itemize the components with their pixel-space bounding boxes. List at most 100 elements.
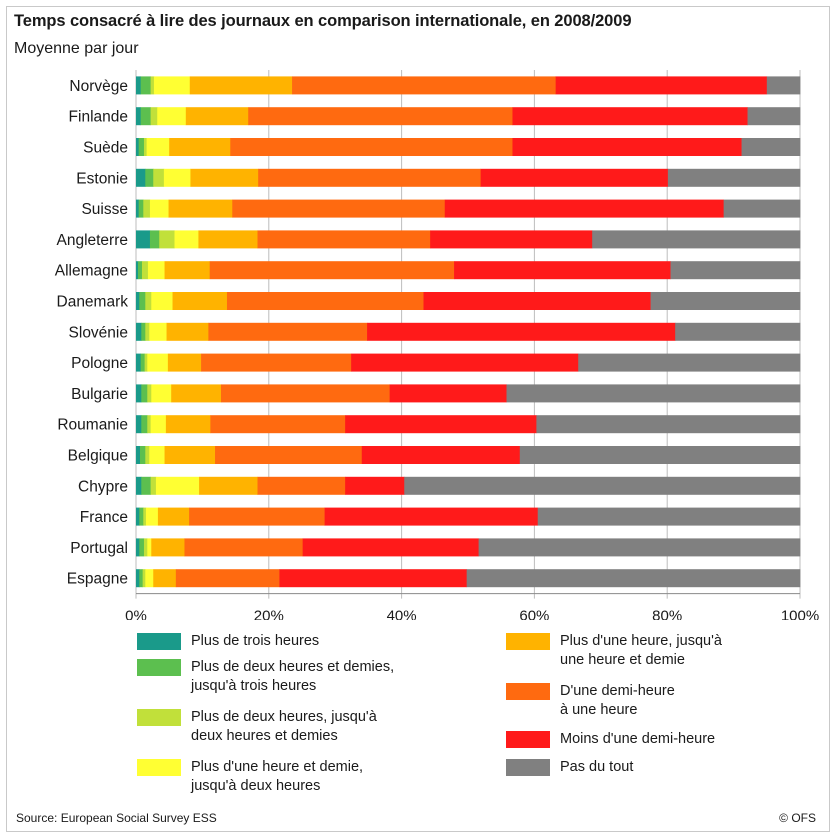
category-label: Angleterre [56,232,128,249]
bar-segment [136,168,146,187]
legend-item-deux-heures-a-deux-et-demie: Plus de deux heures, jusqu'à deux heures… [137,708,461,746]
category-label: Norvège [69,78,128,95]
bar-segment [155,476,200,495]
category-label: Allemagne [55,263,128,280]
bar-segment [220,384,390,403]
bar-segment [140,76,151,95]
bar-segment [248,107,513,126]
legend-swatch [506,759,550,776]
bar-segment [136,322,142,341]
bar-segment [201,353,352,372]
bar-segment [136,138,140,156]
bar-segment [149,230,160,249]
legend-item-heure-et-demie-a-deux: Plus d'une heure et demie, jusqu'à deux … [137,758,461,796]
bar-segment [578,353,801,372]
bar-segment [506,384,801,403]
bar-segment [136,384,142,403]
legend-swatch [506,633,550,650]
bar-segment [519,446,801,464]
bar-segment [149,446,165,464]
category-label: Belgique [68,448,128,465]
bar-segment [165,415,211,434]
bar-segment [145,569,154,588]
bar-segment [136,446,141,464]
bar-segment [345,476,405,495]
bar-segment [167,353,202,372]
category-label: Espagne [67,571,128,588]
source-note: Source: European Social Survey ESS [16,811,217,825]
bar-segment [146,138,170,156]
category-label: Suisse [81,201,128,218]
bar-segment [257,230,431,249]
bar-segment [345,415,537,434]
bar-segment [145,292,152,310]
bar-segment [149,322,167,341]
category-label: Portugal [70,540,128,557]
legend-item-pas-du-tout: Pas du tout [506,758,830,777]
bar-segment [136,107,141,126]
bar-segment [147,261,165,280]
legend-swatch [137,709,181,726]
bar-segment [230,138,513,156]
bar-segment [153,569,177,588]
bar-segment [215,446,363,464]
bar-segment [232,199,446,218]
chart-title: Temps consacré à lire des journaux en co… [14,12,632,30]
bar-segment [747,107,801,126]
bar-segment [189,76,293,95]
bar-segment [198,230,258,249]
bar-segment [143,199,151,218]
chart-subtitle: Moyenne par jour [14,40,139,57]
category-label: Pologne [71,355,128,372]
bar-segment [138,138,145,156]
bar-segment [143,507,147,526]
bar-segment [150,107,158,126]
bar-segment [153,168,165,187]
legend-label: Plus d'une heure, jusqu'à une heure et d… [560,633,722,668]
legend-item-deux-heures-et-demie-a-trois: Plus de deux heures et demies, jusqu'à t… [137,658,461,696]
bar-segment [171,384,222,403]
bar-segment [208,322,368,341]
x-tick-label: 20% [254,608,284,620]
x-tick-label: 60% [519,608,549,620]
legend-swatch [506,731,550,748]
bar-segment [163,168,191,187]
bar-segment [592,230,801,249]
bar-segment [189,507,325,526]
bar-segment [139,507,144,526]
bar-segment [480,168,669,187]
bar-segment [302,538,479,557]
bar-segment [184,538,304,557]
bar-segment [136,415,142,434]
bar-segment [136,261,139,280]
bar-segment [143,138,147,156]
bar-segment [140,107,151,126]
bar-segment [537,507,801,526]
bar-segment [430,230,593,249]
legend-label: Plus d'une heure et demie, jusqu'à deux … [191,759,364,794]
category-label: France [80,509,128,526]
bar-segment [536,415,801,434]
bar-segment [650,292,801,310]
x-tick-label: 80% [652,608,682,620]
bar-segment [139,538,145,557]
category-label: Danemark [57,294,129,311]
bar-segment [136,569,140,588]
bar-segment [667,168,801,187]
bar-segment [136,230,151,249]
chart-frame [6,6,830,832]
bar-segment [555,76,768,95]
bar-segment [367,322,676,341]
bar-segment [466,569,801,588]
bar-segment [185,107,249,126]
legend-label: Pas du tout [560,759,634,775]
bar-segment [141,322,146,341]
bar-segment [444,199,724,218]
bar-segment [512,107,748,126]
bar-segment [766,76,801,95]
bar-segment [226,292,424,310]
bar-segment [150,476,157,495]
x-tick-label: 100% [781,608,819,620]
bar-segment [199,476,258,495]
bar-segment [136,538,140,557]
